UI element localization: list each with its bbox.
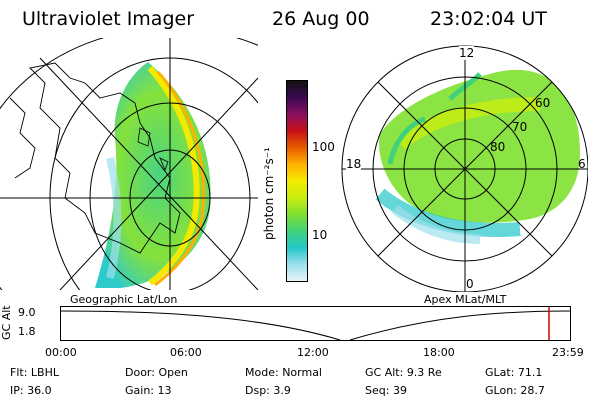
app-title: Ultraviolet Imager (22, 8, 195, 30)
info-dsp: Dsp: 3.9 (245, 384, 291, 397)
auroral-oval-bright (147, 66, 200, 286)
geographic-image-panel (0, 38, 258, 290)
lat-lon-grid (0, 38, 258, 290)
mlt-label-right: 6 (578, 157, 586, 171)
polar-emission-edge (375, 188, 521, 237)
info-mode: Mode: Normal (245, 366, 322, 379)
altitude-strip (60, 306, 572, 341)
info-glon: GLon: 28.7 (485, 384, 545, 397)
info-glat: GLat: 71.1 (485, 366, 543, 379)
colorbar-tick-100: 100 (312, 140, 335, 154)
info-door: Door: Open (125, 366, 188, 379)
info-gain: Gain: 13 (125, 384, 172, 397)
apex-caption: Apex MLat/MLT (424, 293, 507, 306)
mlt-label-top: 12 (459, 46, 475, 60)
observation-time: 23:02:04 UT (430, 8, 547, 30)
alt-tick-lower: 1.8 (18, 325, 36, 338)
colorbar (286, 80, 308, 282)
mlt-label-bottom: 0 (466, 277, 474, 291)
colorbar-unit-label: photon cm⁻²s⁻¹ (262, 147, 276, 240)
geographic-caption: Geographic Lat/Lon (70, 293, 178, 306)
polar-emission-fringe (391, 205, 481, 244)
time-tick-4: 23:59 (552, 346, 584, 359)
polar-grid (341, 45, 588, 292)
time-tick-2: 12:00 (297, 346, 329, 359)
colorbar-gradient (287, 81, 307, 281)
mlat-label-70: 70 (512, 120, 528, 134)
gc-alt-axis-label: GC Alt (0, 305, 13, 340)
polar-emission (379, 69, 580, 223)
emission-fringe (106, 157, 122, 279)
info-ip: IP: 36.0 (10, 384, 52, 397)
info-gc-alt: GC Alt: 9.3 Re (365, 366, 442, 379)
mlat-label-80: 80 (490, 140, 506, 154)
colorbar-tick-10: 10 (312, 228, 328, 242)
mlat-label-60: 60 (535, 96, 551, 110)
apex-polar-plot (341, 45, 588, 292)
time-tick-0: 00:00 (45, 346, 77, 359)
auroral-oval-peak (154, 71, 206, 287)
altitude-curve (60, 310, 572, 341)
time-tick-3: 18:00 (423, 346, 455, 359)
info-flt: Flt: LBHL (10, 366, 59, 379)
observation-date: 26 Aug 00 (272, 8, 370, 30)
mlt-label-left: 18 (346, 157, 362, 171)
coastline (29, 62, 181, 254)
alt-tick-upper: 9.0 (18, 306, 36, 319)
island-outlines (137, 127, 169, 172)
info-seq: Seq: 39 (365, 384, 407, 397)
polar-emission-core (395, 97, 541, 150)
time-tick-1: 06:00 (170, 346, 202, 359)
coastline-west (9, 97, 36, 179)
